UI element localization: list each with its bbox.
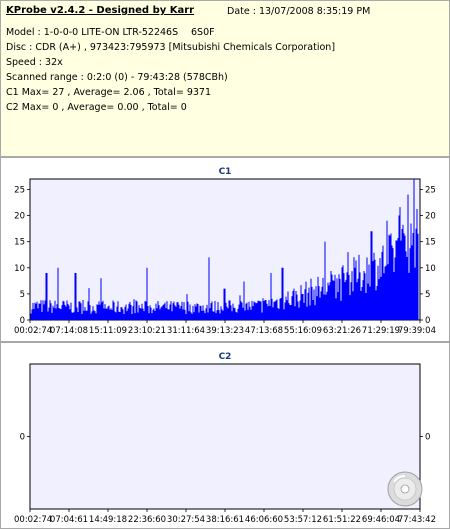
x-tick-label: 69:46:04 [362,515,400,525]
x-tick-label: 38:16:61 [206,515,244,525]
c1-chart-panel: C1 00:02:74 07:14:08 15:11:09 23:10:21 31:11:… [0,157,450,342]
scan-speed: Speed : 32x [6,57,63,68]
scan-info-panel: KProbe v2.4.2 - Designed by Karr Date : … [0,0,450,157]
y-tick-label-left: 25 [14,185,25,195]
x-tick-label: 07:04:61 [50,515,88,525]
x-tick-label: 39:13:23 [206,326,244,336]
y-tick-label-left: 20 [14,212,25,222]
x-tick-label: 77:43:42 [398,515,436,525]
x-tick-label: 14:49:18 [89,515,127,525]
x-tick-label: 71:29:19 [362,326,400,336]
x-tick-label: 47:13:68 [245,326,283,336]
x-tick-label: 61:51:22 [323,515,361,525]
disc-info: Disc : CDR (A+) , 973423:795973 [Mitsubi… [6,42,336,53]
c1-bars [30,179,419,320]
x-tick-label: 31:11:64 [167,326,205,336]
c1-statistics: C1 Max= 27 , Average= 2.06 , Total= 9371 [6,87,212,98]
disc-icon [387,471,423,507]
c2-statistics: C2 Max= 0 , Average= 0.00 , Total= 0 [6,102,187,113]
app-title: KProbe v2.4.2 - Designed by Karr [6,5,195,16]
scanned-range: Scanned range : 0:2:0 (0) - 79:43:28 (57… [6,72,228,83]
x-tick-label: 23:10:21 [128,326,166,336]
y-tick-label-right: 25 [425,185,436,195]
plot-area [29,363,421,510]
y-tick-label-right: 0 [425,433,430,443]
y-tick-label-left: 10 [14,264,25,274]
x-tick-label: 79:39:04 [398,326,436,336]
c2-chart-panel: C2 00:02:74 07:04:61 14:49:18 22:36:60 30:27:… [0,342,450,529]
x-tick-label: 53:57:12 [284,515,322,525]
x-tick-label: 22:36:60 [128,515,166,525]
x-tick-label: 63:21:26 [323,326,361,336]
y-tick-label-right: 5 [425,290,430,300]
x-tick-label: 07:14:08 [50,326,88,336]
y-tick-label-left: 5 [20,290,25,300]
x-tick-label: 00:02:74 [14,326,52,336]
x-tick-label: 55:16:09 [284,326,322,336]
y-tick-label-right: 0 [425,316,430,326]
drive-model: Model : 1-0-0-0 LITE-ON LTR-52246S [6,27,179,38]
scan-date: Date : 13/07/2008 8:35:19 PM [227,6,371,17]
x-tick-label: 30:27:54 [167,515,205,525]
y-tick-label-right: 15 [425,238,436,248]
c2-chart-title: C2 [219,352,232,362]
x-tick-label: 00:02:74 [14,515,52,525]
y-tick-label-left: 0 [20,433,25,443]
drive-firmware: 6S0F [191,27,215,38]
y-tick-label-left: 0 [20,316,25,326]
x-tick-label: 46:06:60 [245,515,283,525]
y-tick-label-right: 20 [425,212,436,222]
x-tick-label: 15:11:09 [89,326,127,336]
y-tick-label-right: 10 [425,264,436,274]
c1-chart-title: C1 [219,167,232,177]
y-tick-label-left: 15 [14,238,25,248]
